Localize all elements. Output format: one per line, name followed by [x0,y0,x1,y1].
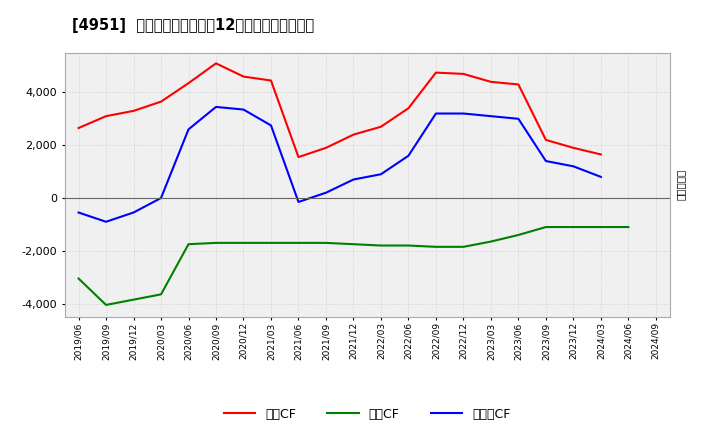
営業CF [266,78,275,83]
営業CF [404,106,413,111]
投資CF [597,224,606,230]
Text: [4951]  キャッシュフローの12か月移動合計の推移: [4951] キャッシュフローの12か月移動合計の推移 [72,18,314,33]
営業CF [102,114,110,119]
営業CF [239,74,248,79]
Text: （百万円）: （百万円） [675,169,685,201]
営業CF [184,81,193,86]
Line: 投資CF: 投資CF [78,227,629,305]
投資CF [541,224,550,230]
営業CF [349,132,358,137]
投資CF [431,244,440,249]
投資CF [349,242,358,247]
Line: 営業CF: 営業CF [78,63,601,157]
営業CF [74,125,83,131]
営業CF [487,79,495,84]
フリーCF [322,190,330,195]
フリーCF [404,153,413,158]
投資CF [212,240,220,246]
フリーCF [459,111,468,116]
投資CF [74,276,83,281]
Line: フリーCF: フリーCF [78,107,601,222]
投資CF [624,224,633,230]
フリーCF [487,114,495,119]
営業CF [514,82,523,87]
Legend: 営業CF, 投資CF, フリーCF: 営業CF, 投資CF, フリーCF [224,407,510,421]
フリーCF [212,104,220,110]
投資CF [129,297,138,302]
営業CF [431,70,440,75]
投資CF [157,292,166,297]
フリーCF [184,127,193,132]
営業CF [377,124,385,129]
営業CF [322,145,330,150]
営業CF [294,154,303,160]
投資CF [569,224,577,230]
投資CF [377,243,385,248]
投資CF [294,240,303,246]
フリーCF [597,174,606,180]
フリーCF [266,123,275,128]
フリーCF [349,177,358,182]
投資CF [184,242,193,247]
投資CF [459,244,468,249]
営業CF [597,152,606,157]
フリーCF [431,111,440,116]
投資CF [239,240,248,246]
投資CF [404,243,413,248]
営業CF [129,108,138,114]
フリーCF [569,164,577,169]
営業CF [569,145,577,150]
投資CF [266,240,275,246]
投資CF [322,240,330,246]
フリーCF [102,219,110,224]
フリーCF [239,107,248,112]
投資CF [514,232,523,238]
フリーCF [129,210,138,215]
フリーCF [514,116,523,121]
営業CF [212,61,220,66]
フリーCF [377,172,385,177]
営業CF [157,99,166,104]
フリーCF [74,210,83,215]
フリーCF [541,158,550,164]
フリーCF [157,195,166,201]
営業CF [541,137,550,143]
営業CF [459,71,468,77]
投資CF [487,239,495,244]
投資CF [102,302,110,308]
フリーCF [294,199,303,205]
